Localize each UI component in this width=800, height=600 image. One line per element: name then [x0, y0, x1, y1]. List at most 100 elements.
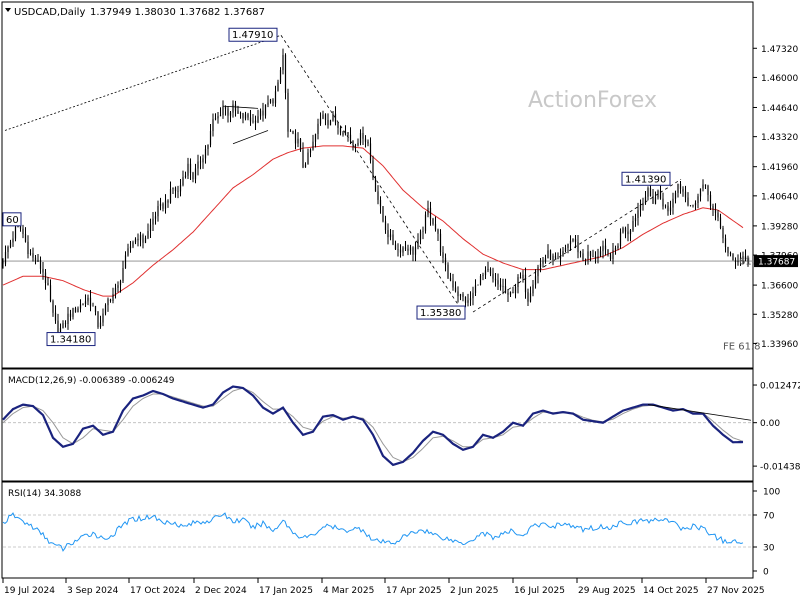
candle-body-59 — [149, 224, 152, 232]
candle-body-280 — [702, 184, 704, 189]
candle-body-159 — [399, 249, 402, 253]
price-tick-label-10: 1.33960 — [761, 340, 798, 350]
candle-body-145 — [364, 138, 367, 142]
candle-body-133 — [334, 113, 337, 123]
candle-body-76 — [192, 172, 194, 180]
macd-line — [2, 385, 744, 467]
candle-body-278 — [697, 196, 699, 203]
candle-body-17 — [44, 272, 47, 283]
candle-body-154 — [387, 230, 389, 238]
candle-body-279 — [699, 188, 702, 197]
candle-body-79 — [199, 161, 202, 163]
rsi-layer — [2, 512, 753, 552]
x-tick-label-4: 17 Jan 2025 — [259, 586, 313, 596]
candle-body-104 — [262, 110, 264, 116]
candle-body-165 — [414, 247, 417, 255]
candle-body-80 — [202, 158, 204, 163]
candle-body-69 — [174, 187, 177, 191]
candle-body-202 — [507, 292, 509, 295]
candle-body-83 — [209, 131, 212, 145]
candle-body-73 — [184, 175, 187, 178]
macd-signal-line — [2, 387, 744, 463]
candle-body-119 — [299, 138, 302, 151]
candle-body-253 — [634, 217, 637, 221]
candle-body-225 — [564, 247, 567, 252]
annotation-1: 1.41390 — [625, 174, 666, 185]
candle-body-10 — [27, 241, 29, 254]
candle-body-8 — [22, 228, 24, 235]
candle-body-47 — [119, 281, 122, 286]
candle-body-129 — [324, 114, 327, 120]
macd-title: MACD(12,26,9) -0.006389 -0.006249 — [8, 376, 175, 386]
annotation-4: 60 — [6, 215, 19, 226]
x-tick-label-8: 16 Jul 2025 — [514, 586, 565, 596]
candle-body-65 — [164, 200, 167, 209]
candle-body-19 — [49, 285, 52, 301]
candle-body-98 — [247, 114, 249, 118]
annotation-6: FE 61.8 — [723, 341, 761, 352]
candle-body-1 — [4, 252, 7, 264]
trendline-4 — [232, 130, 269, 145]
candle-body-209 — [524, 274, 527, 293]
annotation-box-4 — [2, 212, 22, 227]
candle-body-168 — [422, 230, 424, 232]
candle-body-16 — [42, 268, 44, 273]
candle-body-198 — [497, 280, 499, 285]
candle-body-55 — [139, 235, 142, 241]
candle-body-22 — [57, 320, 59, 336]
price-tick-label-9: 1.35280 — [761, 311, 798, 321]
price-tick-label-8: 1.36600 — [761, 282, 798, 292]
candle-body-45 — [114, 287, 117, 294]
candle-body-184 — [462, 294, 464, 297]
candle-body-15 — [39, 259, 42, 269]
candle-body-292 — [732, 254, 734, 260]
collapse-arrow-icon[interactable] — [5, 8, 11, 12]
current-price-box — [754, 255, 798, 268]
candle-body-229 — [574, 238, 577, 243]
candle-body-158 — [397, 249, 399, 250]
candle-body-196 — [492, 273, 494, 279]
x-tick-label-10: 14 Oct 2025 — [643, 586, 699, 596]
candle-body-4 — [12, 238, 14, 243]
candle-body-175 — [439, 233, 442, 253]
candle-body-52 — [132, 242, 134, 247]
candle-body-141 — [354, 145, 357, 146]
candle-body-11 — [29, 253, 32, 254]
candle-body-97 — [244, 114, 247, 119]
candle-body-58 — [147, 231, 149, 238]
candle-body-139 — [349, 134, 352, 141]
candle-body-120 — [302, 150, 304, 168]
macd-panel-frame — [1, 368, 754, 482]
x-tick-label-3: 2 Dec 2024 — [195, 586, 247, 596]
candle-body-258 — [647, 188, 649, 197]
candle-body-31 — [79, 304, 82, 309]
candle-body-211 — [529, 293, 532, 302]
candle-body-213 — [534, 276, 537, 285]
trendline-2 — [472, 178, 682, 313]
candle-body-114 — [287, 92, 289, 132]
candle-body-170 — [427, 207, 429, 215]
candle-body-117 — [294, 133, 297, 144]
candle-body-255 — [639, 205, 642, 211]
candle-body-142 — [357, 142, 359, 146]
candle-body-203 — [509, 292, 512, 295]
x-tick-label-9: 29 Aug 2025 — [578, 586, 636, 596]
candle-body-60 — [152, 218, 154, 225]
candle-body-30 — [77, 308, 79, 313]
candle-body-124 — [312, 141, 314, 150]
candle-body-42 — [107, 299, 109, 306]
candle-body-266 — [667, 205, 669, 212]
candle-body-138 — [347, 132, 349, 135]
candle-body-250 — [627, 231, 629, 235]
candle-body-160 — [402, 247, 404, 253]
candle-body-28 — [72, 307, 74, 317]
candle-body-149 — [374, 178, 377, 192]
candle-body-157 — [394, 244, 397, 250]
candle-body-285 — [714, 209, 717, 213]
candle-body-204 — [512, 292, 514, 294]
candle-body-166 — [417, 239, 419, 248]
candle-body-188 — [472, 292, 474, 299]
candle-body-267 — [669, 207, 672, 212]
candle-body-224 — [562, 251, 564, 257]
